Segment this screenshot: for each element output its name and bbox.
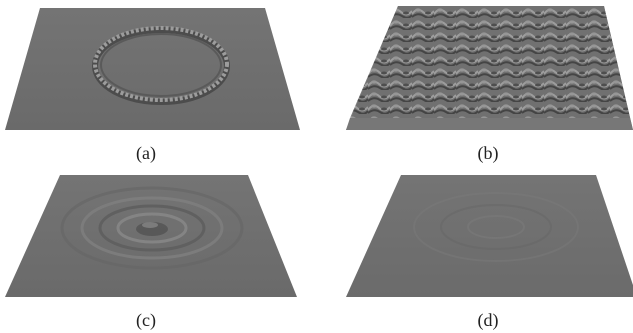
panel-d	[346, 175, 633, 300]
surface-plot-d	[346, 175, 633, 297]
panel-a	[5, 8, 305, 133]
caption-b: (b)	[477, 143, 499, 163]
surface-plot-a	[5, 8, 300, 130]
caption-c: (c)	[136, 310, 156, 330]
caption-d: (d)	[477, 310, 499, 330]
panel-b	[346, 6, 633, 131]
surface-plot-b	[346, 6, 633, 130]
caption-a: (a)	[136, 143, 156, 163]
surface-plot-c	[5, 175, 297, 297]
panel-c	[5, 175, 305, 300]
